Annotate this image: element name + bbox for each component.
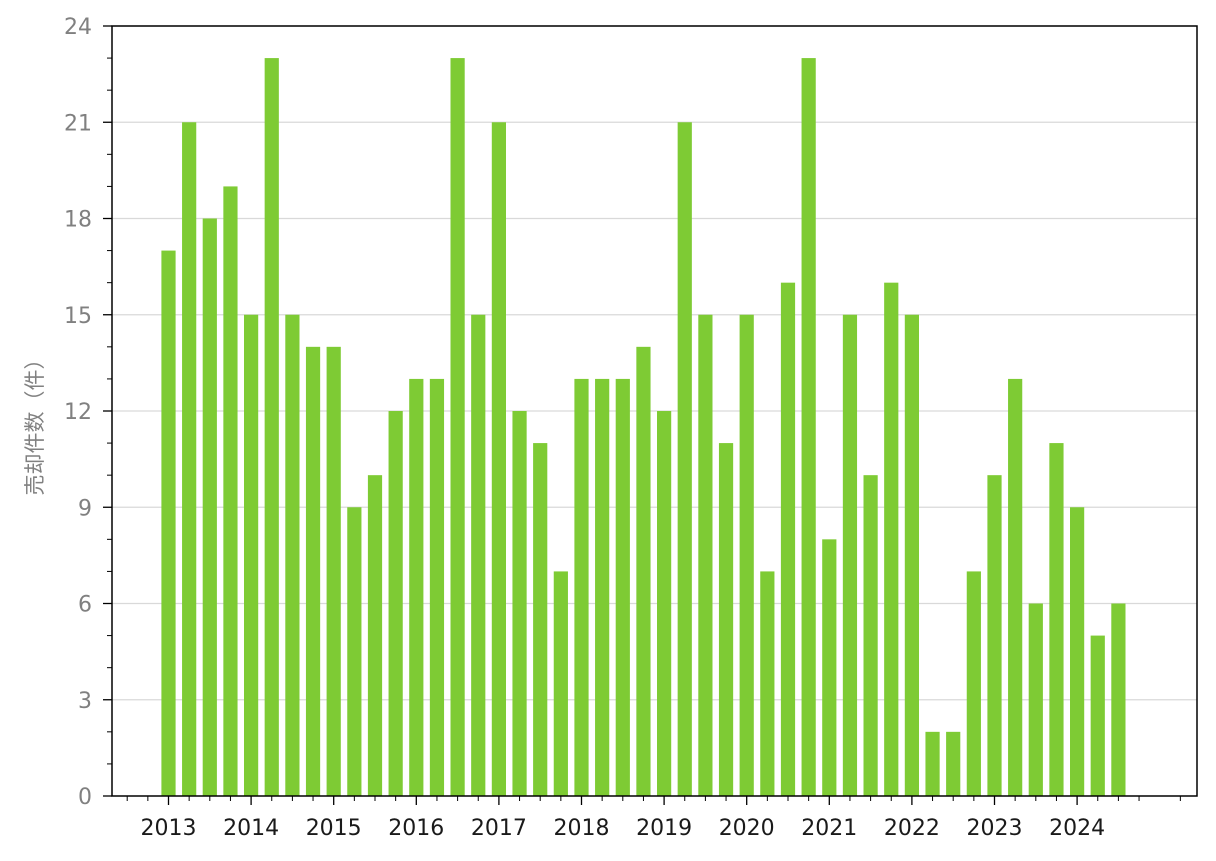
bar-2015-Q4 xyxy=(388,411,403,796)
bar-2023-Q3 xyxy=(1028,603,1043,796)
x-tick-label: 2015 xyxy=(306,816,362,841)
x-tick-label: 2019 xyxy=(636,816,692,841)
bar-2015-Q2 xyxy=(347,507,362,796)
bar-2022-Q4 xyxy=(966,571,981,796)
bar-2020-Q1 xyxy=(739,314,754,796)
x-tick-label: 2020 xyxy=(719,816,775,841)
x-tick-label: 2017 xyxy=(471,816,527,841)
bar-2022-Q1 xyxy=(904,314,919,796)
bar-2018-Q1 xyxy=(574,378,589,796)
bar-2016-Q1 xyxy=(409,378,424,796)
x-tick-label: 2014 xyxy=(223,816,279,841)
bar-2024-Q1 xyxy=(1070,507,1085,796)
y-tick-label: 3 xyxy=(78,689,92,714)
y-tick-label: 18 xyxy=(64,208,92,233)
bar-2018-Q3 xyxy=(615,378,630,796)
y-axis: 0 3 6 9 12 15 18 21 24 xyxy=(64,15,112,810)
x-axis: 2013 2014 2015 2016 2017 2018 2019 2020 2021 2022… xyxy=(126,796,1181,841)
bar-2022-Q2 xyxy=(925,731,940,796)
y-tick-label: 21 xyxy=(64,111,92,136)
bar-2024-Q3 xyxy=(1111,603,1126,796)
bar-2016-Q4 xyxy=(471,314,486,796)
y-tick-label: 0 xyxy=(78,785,92,810)
y-axis-label: 売却件数（件） xyxy=(23,349,47,496)
x-tick-label: 2016 xyxy=(388,816,444,841)
y-tick-label: 15 xyxy=(64,304,92,329)
bar-2014-Q3 xyxy=(285,314,300,796)
bar-2024-Q2 xyxy=(1090,635,1105,796)
bar-2020-Q4 xyxy=(801,58,816,797)
bar-2018-Q2 xyxy=(595,378,610,796)
bar-2017-Q4 xyxy=(553,571,568,796)
bar-2017-Q1 xyxy=(491,122,506,796)
bar-2017-Q3 xyxy=(533,443,548,796)
bar-2015-Q1 xyxy=(326,346,341,796)
bar-2023-Q1 xyxy=(987,475,1002,796)
bar-2019-Q4 xyxy=(718,443,734,796)
bar-2023-Q2 xyxy=(1008,378,1023,796)
bar-2021-Q2 xyxy=(842,314,858,796)
y-tick-label: 24 xyxy=(64,15,92,40)
bar-2020-Q3 xyxy=(780,282,796,797)
bar-2013-Q1 xyxy=(161,250,176,797)
bar-2023-Q4 xyxy=(1049,443,1064,796)
x-tick-label: 2022 xyxy=(884,816,940,841)
bar-2015-Q3 xyxy=(367,475,383,796)
y-tick-label: 12 xyxy=(64,400,92,425)
bar-2020-Q2 xyxy=(760,571,775,796)
bar-2022-Q3 xyxy=(946,731,961,796)
bar-2019-Q1 xyxy=(657,411,672,796)
y-tick-label: 6 xyxy=(78,593,92,618)
y-tick-label: 9 xyxy=(78,496,92,521)
bar-2021-Q3 xyxy=(863,475,878,796)
bars xyxy=(161,58,1126,797)
bar-2014-Q4 xyxy=(305,346,321,796)
bar-2018-Q4 xyxy=(636,346,651,796)
bar-2021-Q4 xyxy=(884,282,899,797)
bar-2014-Q1 xyxy=(244,314,259,796)
bar-2013-Q2 xyxy=(182,122,197,796)
x-tick-label: 2018 xyxy=(554,816,610,841)
x-tick-label: 2024 xyxy=(1049,816,1105,841)
bar-2019-Q3 xyxy=(698,314,713,796)
bar-2019-Q2 xyxy=(677,122,692,796)
bar-2016-Q3 xyxy=(450,58,465,797)
bar-2016-Q2 xyxy=(429,378,445,796)
bar-2014-Q2 xyxy=(264,58,279,797)
bar-2013-Q4 xyxy=(223,186,238,796)
bar-2017-Q2 xyxy=(512,411,527,796)
x-tick-label: 2013 xyxy=(141,816,197,841)
x-tick-label: 2021 xyxy=(801,816,857,841)
bar-2021-Q1 xyxy=(822,539,837,796)
bar-2013-Q3 xyxy=(202,218,217,796)
x-tick-label: 2023 xyxy=(967,816,1023,841)
